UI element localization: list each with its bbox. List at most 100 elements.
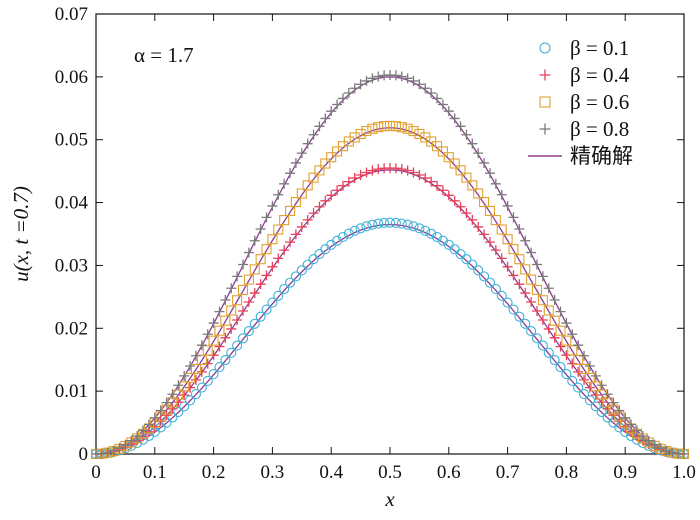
data-point — [284, 277, 296, 288]
data-point — [390, 70, 401, 81]
series-markers — [91, 163, 689, 459]
exact-solution-line — [95, 169, 685, 455]
data-point — [526, 247, 537, 258]
data-point — [531, 284, 543, 295]
data-point — [267, 200, 278, 211]
data-point — [555, 325, 566, 336]
data-point — [420, 173, 431, 184]
data-point — [526, 326, 537, 337]
data-point — [196, 340, 207, 351]
data-point — [484, 205, 496, 216]
data-point — [208, 335, 219, 346]
data-point — [602, 403, 613, 414]
data-point — [226, 305, 237, 316]
data-point — [579, 374, 590, 385]
data-point — [679, 449, 689, 459]
data-point — [596, 380, 607, 391]
data-point — [343, 228, 354, 239]
data-point — [273, 224, 284, 235]
data-point — [508, 212, 519, 223]
data-point — [373, 122, 384, 133]
data-point — [496, 189, 507, 200]
data-point — [261, 304, 272, 315]
data-point — [455, 201, 466, 212]
data-point — [555, 362, 566, 373]
data-point — [367, 165, 378, 176]
data-point — [132, 430, 143, 441]
data-point — [573, 366, 584, 377]
data-point — [520, 288, 531, 299]
legend-item: β = 0.1 — [539, 36, 629, 60]
y-tick-label: 0.04 — [55, 193, 89, 214]
data-point — [273, 189, 284, 200]
data-point — [185, 361, 196, 372]
data-point — [196, 354, 207, 365]
data-point — [567, 345, 578, 356]
data-point — [461, 254, 472, 265]
y-tick-label: 0.07 — [55, 4, 88, 25]
data-point — [249, 235, 260, 246]
data-point — [379, 121, 390, 132]
data-point — [543, 347, 554, 358]
data-point — [414, 169, 425, 180]
data-point — [414, 79, 425, 90]
data-point — [667, 447, 678, 458]
data-point — [161, 397, 172, 408]
data-point — [320, 158, 331, 169]
data-point — [214, 341, 225, 352]
data-point — [238, 259, 248, 270]
data-point — [473, 188, 484, 199]
data-point — [290, 229, 301, 240]
data-point — [561, 318, 572, 329]
data-point — [361, 221, 372, 232]
data-point — [220, 315, 231, 326]
data-point — [320, 195, 331, 206]
data-point — [384, 120, 396, 131]
data-point — [396, 71, 407, 82]
data-point — [532, 306, 542, 316]
data-point — [326, 190, 337, 201]
x-axis-title: x — [384, 487, 395, 511]
data-point — [167, 403, 178, 414]
data-point — [467, 180, 478, 191]
data-point — [279, 284, 290, 295]
data-point — [402, 219, 413, 230]
y-axis-title: u(x, t =0.7) — [9, 186, 33, 282]
data-point — [567, 329, 578, 340]
data-point — [302, 259, 313, 270]
data-point — [514, 223, 525, 234]
data-point — [208, 318, 219, 329]
data-point — [314, 165, 325, 176]
data-point — [561, 335, 572, 346]
data-point — [461, 208, 472, 219]
data-point — [314, 248, 325, 260]
data-point — [255, 223, 266, 234]
data-point — [373, 218, 384, 229]
data-point — [249, 318, 260, 329]
data-point — [355, 223, 366, 234]
data-point — [349, 132, 360, 143]
legend: β = 0.1 β = 0.4 β = 0.6 β = 0.8 精确解 — [528, 36, 633, 168]
data-point — [190, 363, 202, 375]
data-point — [608, 397, 619, 408]
data-point — [537, 295, 548, 306]
legend-marker-swatch — [539, 96, 551, 108]
data-point — [296, 265, 307, 276]
data-point — [337, 180, 348, 191]
data-point — [185, 395, 196, 406]
data-point — [402, 73, 413, 84]
data-point — [214, 325, 225, 336]
data-point — [237, 333, 249, 344]
data-point — [261, 212, 272, 223]
data-point — [520, 318, 531, 329]
data-point — [249, 288, 260, 299]
data-point — [590, 401, 601, 412]
exact-solution-line — [95, 223, 685, 455]
data-point — [408, 221, 419, 232]
data-point — [361, 125, 372, 137]
legend-marker-swatch — [539, 42, 551, 54]
data-point — [361, 167, 372, 178]
data-point — [643, 435, 654, 446]
data-point — [226, 283, 237, 294]
data-point — [620, 412, 631, 423]
